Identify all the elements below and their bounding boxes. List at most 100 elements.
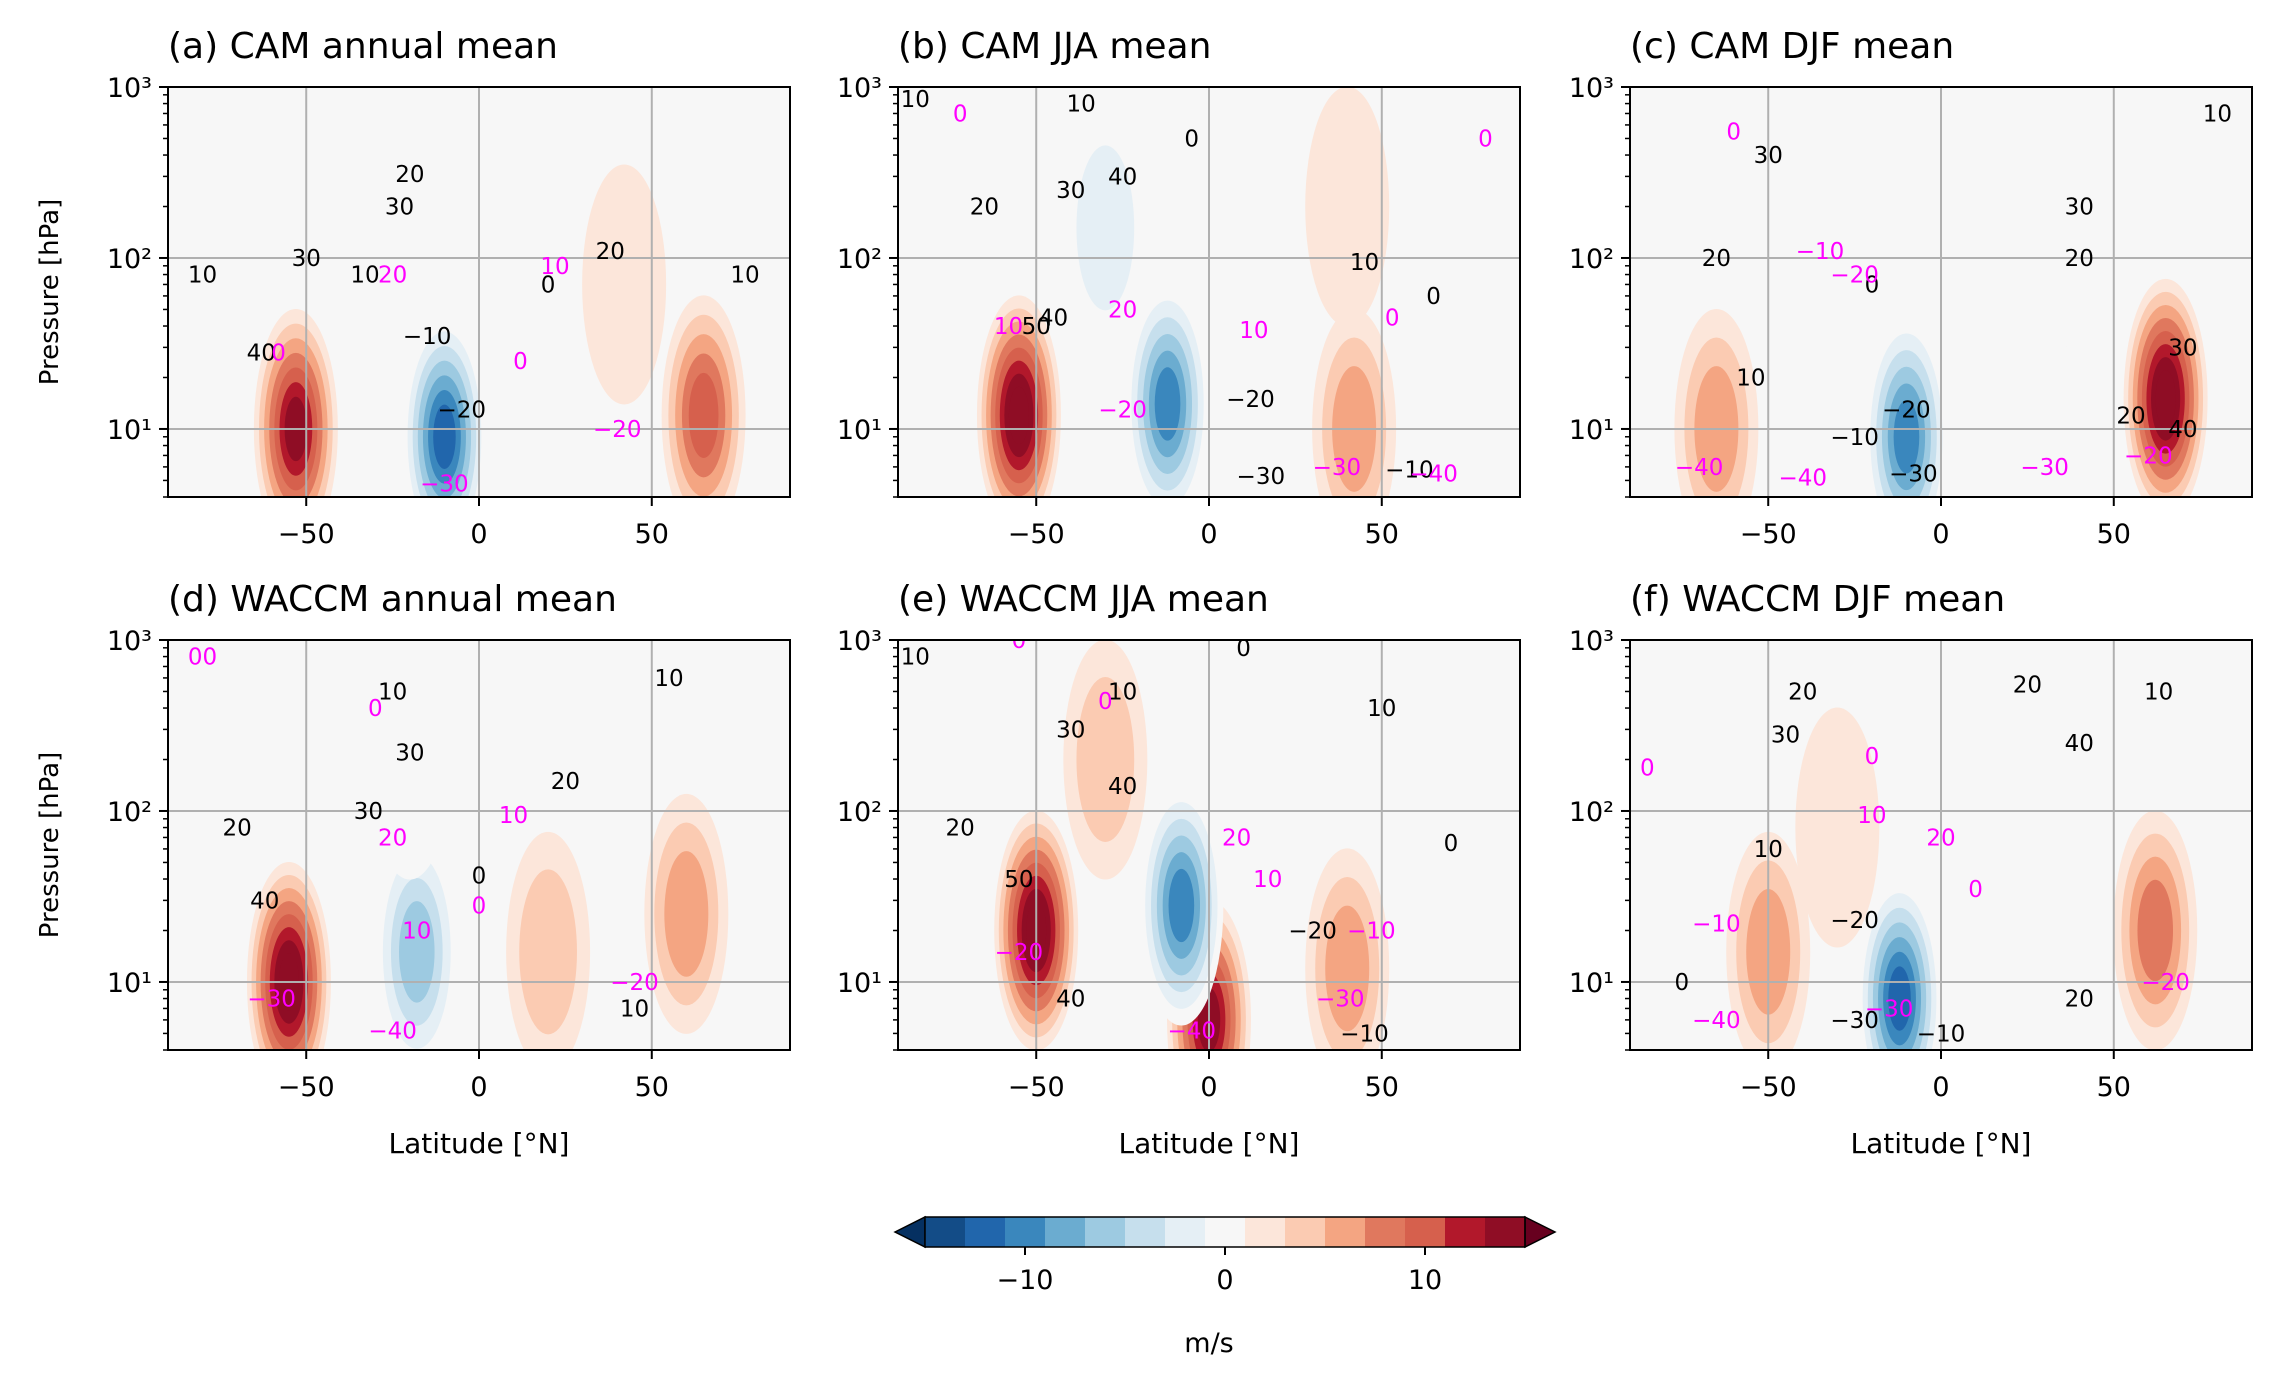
panel-title: (b) CAM JJA mean bbox=[898, 26, 1211, 67]
contour-label: −20 bbox=[1226, 387, 1275, 413]
contour-label-magenta: −30 bbox=[247, 987, 296, 1013]
contour-label-magenta: 20 bbox=[1108, 297, 1137, 323]
contour-label-magenta: −40 bbox=[1692, 1008, 1741, 1034]
contour-label: 20 bbox=[2013, 672, 2042, 698]
contour-label: 0 bbox=[1675, 970, 1690, 996]
panel-title: (a) CAM annual mean bbox=[168, 26, 558, 67]
contour-label-magenta: −20 bbox=[1830, 263, 1879, 289]
contour-label-magenta: 10 bbox=[1253, 867, 1282, 893]
contour-label: 0 bbox=[541, 272, 556, 298]
colorbar-segment bbox=[1485, 1217, 1526, 1247]
anomaly-shade bbox=[1076, 677, 1135, 843]
contour-label: −30 bbox=[1237, 464, 1286, 490]
y-tick-label: 10³ bbox=[107, 73, 152, 104]
contour-label: 30 bbox=[1056, 717, 1085, 743]
y-tick-label: 10² bbox=[1569, 797, 1614, 828]
y-tick-label: 10² bbox=[837, 797, 882, 828]
x-tick-label: 0 bbox=[470, 519, 487, 550]
anomaly-shade bbox=[2155, 370, 2176, 428]
contour-label: 30 bbox=[1754, 143, 1783, 169]
contour-label: 30 bbox=[354, 799, 383, 825]
contour-label: 20 bbox=[2065, 987, 2094, 1013]
contour-label: 50 bbox=[1004, 867, 1033, 893]
colorbar-segment bbox=[1045, 1217, 1086, 1247]
contour-label-magenta: 0 bbox=[1968, 877, 1983, 903]
contour-label-magenta: 0 bbox=[1478, 126, 1493, 152]
contour-label-magenta: −30 bbox=[1313, 455, 1362, 481]
contour-label: 20 bbox=[970, 195, 999, 221]
anomaly-shade bbox=[582, 164, 667, 405]
anomaly-shade bbox=[1795, 707, 1880, 948]
y-tick-label: 10³ bbox=[1569, 626, 1614, 657]
contour-label: 40 bbox=[250, 888, 279, 914]
colorbar-tick-label: 0 bbox=[1216, 1265, 1233, 1296]
contour-label: 0 bbox=[1426, 284, 1441, 310]
x-axis-label: Latitude [°N] bbox=[389, 1127, 570, 1160]
colorbar-segment bbox=[1405, 1217, 1446, 1247]
y-tick-label: 10³ bbox=[107, 626, 152, 657]
contour-label-magenta: −40 bbox=[368, 1019, 417, 1045]
contour-label: −30 bbox=[1889, 461, 1938, 487]
contour-label-magenta: −40 bbox=[1167, 1019, 1216, 1045]
contour-label-magenta: 0 bbox=[1098, 689, 1113, 715]
contour-label: 30 bbox=[1771, 723, 1800, 749]
contour-label-magenta: −10 bbox=[1692, 911, 1741, 937]
contour-label-magenta: 0 bbox=[1385, 305, 1400, 331]
contour-label-magenta: −10 bbox=[1347, 918, 1396, 944]
contour-label: 10 bbox=[350, 263, 379, 289]
anomaly-shade bbox=[433, 404, 456, 469]
x-tick-label: −50 bbox=[1740, 519, 1797, 550]
contour-label-magenta: 0 bbox=[513, 349, 528, 375]
colorbar-segment bbox=[1445, 1217, 1486, 1247]
y-tick-label: 10³ bbox=[837, 73, 882, 104]
anomaly-shade bbox=[1168, 868, 1195, 943]
y-tick-label: 10¹ bbox=[1569, 415, 1614, 446]
colorbar-segment bbox=[1005, 1217, 1046, 1247]
y-tick-label: 10² bbox=[1569, 244, 1614, 275]
contour-label: 20 bbox=[1788, 679, 1817, 705]
contour-label-magenta: −40 bbox=[1779, 466, 1828, 492]
anomaly-shade bbox=[367, 640, 452, 880]
contour-label-magenta: 00 bbox=[188, 645, 217, 671]
contour-label: 30 bbox=[395, 740, 424, 766]
contour-label: 40 bbox=[1108, 164, 1137, 190]
contour-label: 0 bbox=[1236, 636, 1251, 662]
plot-area: −1040−205020040301010010−40−30−20−101020… bbox=[898, 636, 1520, 1050]
contour-label-magenta: 0 bbox=[472, 894, 487, 920]
panel-title: (c) CAM DJF mean bbox=[1630, 26, 1954, 67]
contour-label: −20 bbox=[1882, 397, 1931, 423]
contour-label-magenta: −40 bbox=[1675, 455, 1724, 481]
anomaly-shade bbox=[2002, 660, 2087, 901]
contour-label: 30 bbox=[2065, 195, 2094, 221]
contour-label: 50 bbox=[1022, 314, 1051, 340]
anomaly-shade bbox=[1305, 87, 1390, 327]
x-tick-label: 50 bbox=[2097, 519, 2131, 550]
x-tick-label: 0 bbox=[1200, 519, 1217, 550]
contour-label-magenta: −20 bbox=[2124, 443, 2173, 469]
contour-label-magenta: 10 bbox=[499, 803, 528, 829]
contour-label: −20 bbox=[437, 397, 486, 423]
contour-label-magenta: −30 bbox=[1865, 996, 1914, 1022]
colorbar-segment bbox=[1285, 1217, 1326, 1247]
x-tick-label: 50 bbox=[1365, 1072, 1399, 1103]
contour-label-magenta: −30 bbox=[2020, 455, 2069, 481]
contour-label: 10 bbox=[901, 87, 930, 113]
contour-label: 10 bbox=[730, 263, 759, 289]
contour-label: 30 bbox=[292, 246, 321, 272]
contour-label: 20 bbox=[395, 162, 424, 188]
y-tick-label: 10³ bbox=[1569, 73, 1614, 104]
anomaly-shade bbox=[1325, 905, 1370, 1032]
contour-label: 30 bbox=[1056, 178, 1085, 204]
x-tick-label: −50 bbox=[1008, 1072, 1065, 1103]
x-tick-label: −50 bbox=[1740, 1072, 1797, 1103]
contour-label: 10 bbox=[188, 263, 217, 289]
contour-label: 10 bbox=[1108, 679, 1137, 705]
contour-label: 10 bbox=[378, 679, 407, 705]
contour-label: 40 bbox=[2168, 417, 2197, 443]
